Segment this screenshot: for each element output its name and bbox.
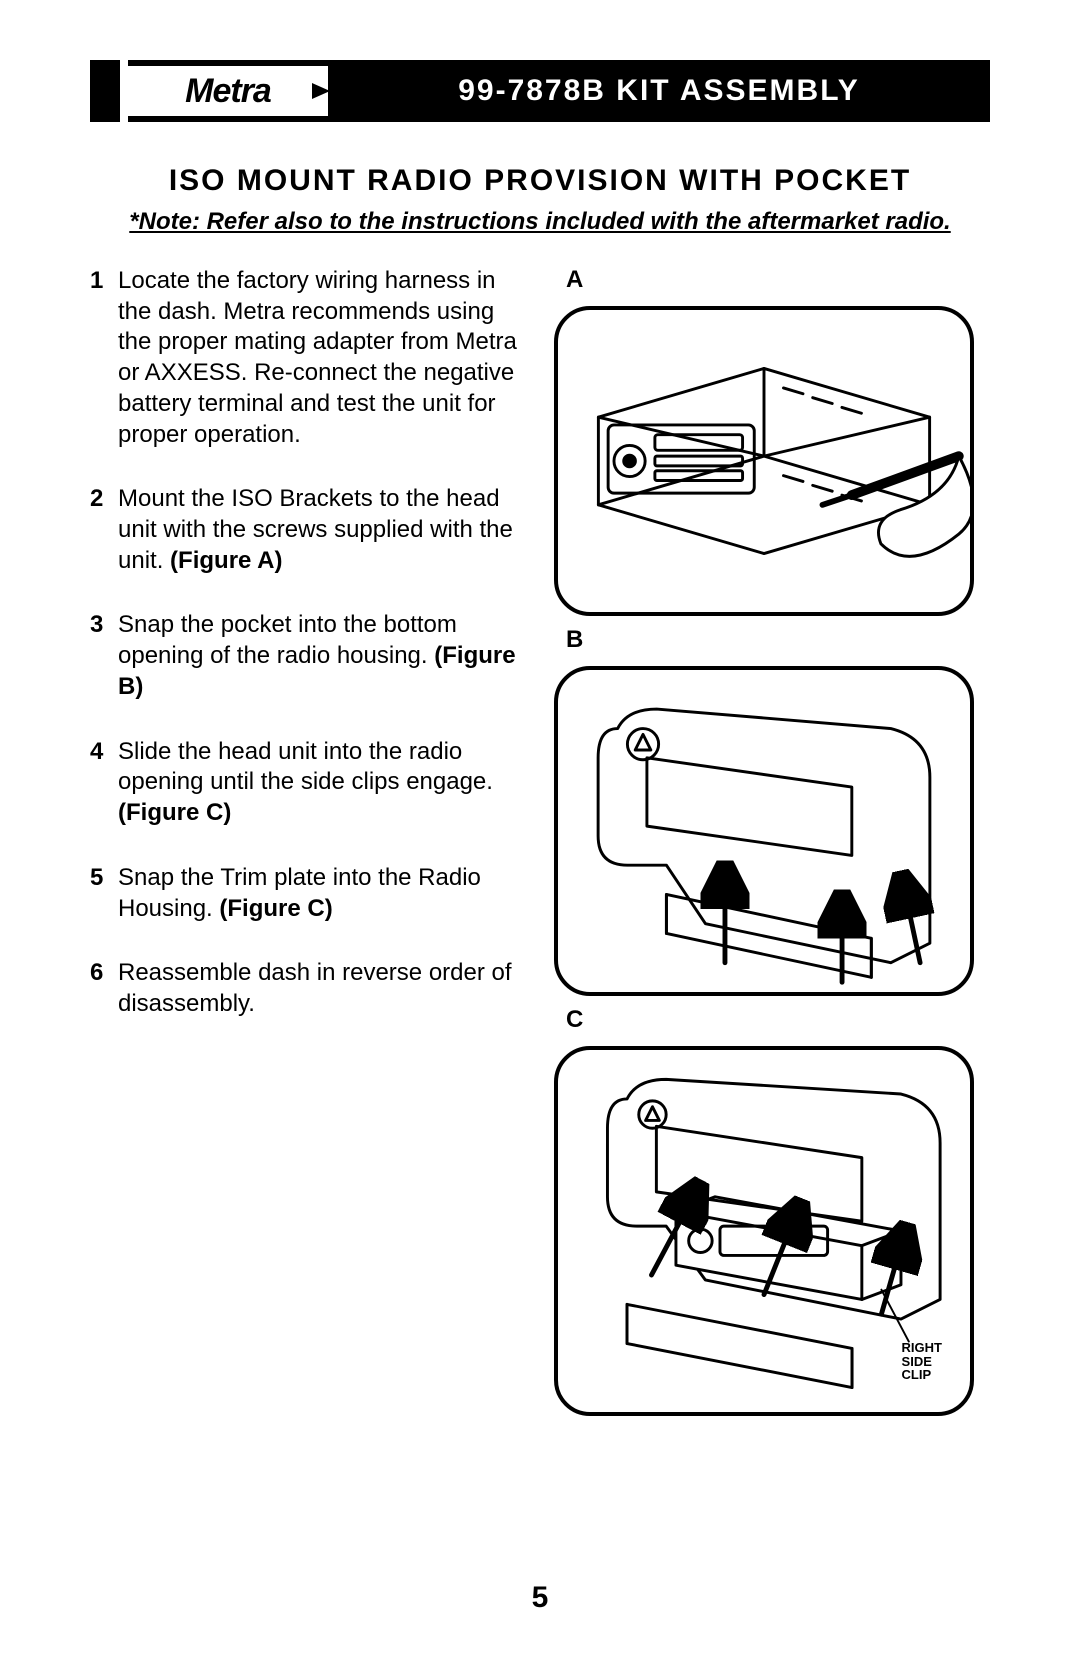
step-number: 5 — [90, 863, 103, 894]
header-bar: Metra 99-7878B KIT ASSEMBLY — [90, 60, 990, 122]
step-item: 1 Locate the factory wiring harness in t… — [90, 266, 530, 450]
step-number: 4 — [90, 737, 103, 768]
step-text: Reassemble dash in reverse order of disa… — [118, 959, 512, 1017]
figure-c: RIGHTSIDECLIP — [554, 1046, 974, 1416]
figure-label-b: B — [566, 626, 990, 654]
figure-a-illustration — [558, 310, 970, 612]
figure-a — [554, 306, 974, 616]
step-item: 2 Mount the ISO Brackets to the head uni… — [90, 484, 530, 576]
figure-c-callout: RIGHTSIDECLIP — [902, 1341, 942, 1382]
step-item: 4 Slide the head unit into the radio ope… — [90, 737, 530, 829]
step-number: 2 — [90, 484, 103, 515]
header-accent — [90, 60, 120, 122]
header-title: 99-7878B KIT ASSEMBLY — [328, 60, 990, 122]
content-area: 1 Locate the factory wiring harness in t… — [90, 266, 990, 1416]
step-text: Snap the pocket into the bottom opening … — [118, 611, 457, 669]
step-number: 1 — [90, 266, 103, 297]
figure-b — [554, 666, 974, 996]
section-title: ISO MOUNT RADIO PROVISION WITH POCKET — [90, 164, 990, 198]
step-item: 5 Snap the Trim plate into the Radio Hou… — [90, 863, 530, 924]
step-number: 6 — [90, 958, 103, 989]
figure-b-illustration — [558, 670, 970, 992]
brand-logo: Metra — [128, 60, 328, 122]
step-text: Locate the factory wiring harness in the… — [118, 267, 517, 448]
step-figref: (Figure C) — [219, 895, 332, 922]
figure-label-a: A — [566, 266, 990, 294]
step-item: 3 Snap the pocket into the bottom openin… — [90, 610, 530, 702]
step-item: 6 Reassemble dash in reverse order of di… — [90, 958, 530, 1019]
step-number: 3 — [90, 610, 103, 641]
step-text: Slide the head unit into the radio openi… — [118, 738, 493, 796]
steps-column: 1 Locate the factory wiring harness in t… — [90, 266, 530, 1416]
page-number: 5 — [0, 1581, 1080, 1615]
figures-column: A — [554, 266, 990, 1416]
figure-label-c: C — [566, 1006, 990, 1034]
note-text: *Note: Refer also to the instructions in… — [90, 208, 990, 236]
header-gap — [120, 60, 128, 122]
step-figref: (Figure C) — [118, 799, 231, 826]
step-figref: (Figure A) — [170, 547, 282, 574]
